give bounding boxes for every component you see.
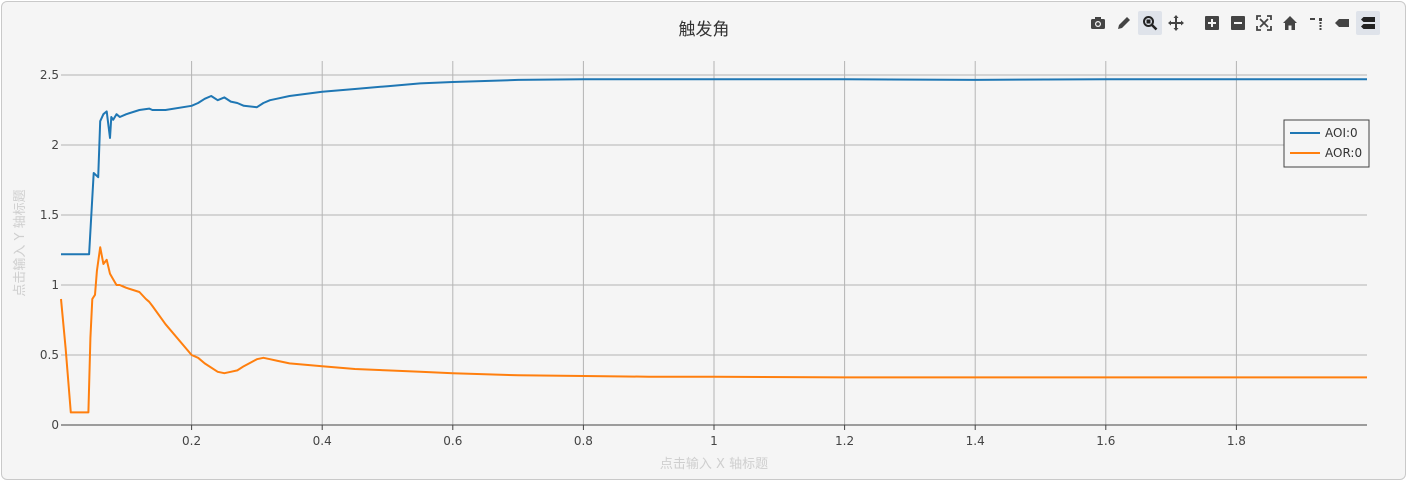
y-tick-label: 1.5 (40, 208, 59, 222)
zoom-in-button[interactable] (1200, 11, 1224, 35)
x-axis-ticks: 0.2 0.4 0.6 0.8 1 1.2 1.4 1.6 1.8 (182, 425, 1246, 448)
hover-closest-button[interactable] (1330, 11, 1354, 35)
y-tick-label: 2.5 (40, 68, 59, 82)
pan-icon (1168, 15, 1184, 31)
draw-button[interactable] (1112, 11, 1136, 35)
autoscale-button[interactable] (1252, 11, 1276, 35)
series-lines (60, 78, 1367, 414)
x-tick-label: 0.4 (313, 434, 332, 448)
zoom-out-button[interactable] (1226, 11, 1250, 35)
spike-lines-icon (1310, 18, 1322, 30)
y-axis-title[interactable]: 点击输入 Y 轴标题 (12, 189, 28, 296)
hover-closest-icon (1335, 19, 1349, 27)
x-tick-label: 1 (710, 434, 718, 448)
legend-label-aoi: AOI:0 (1325, 126, 1358, 140)
camera-button[interactable] (1086, 11, 1110, 35)
zoom-icon (1143, 16, 1158, 31)
legend-item-aoi[interactable]: AOI:0 (1290, 126, 1358, 140)
y-axis-ticks: 0 0.5 1 1.5 2 2.5 (40, 68, 59, 432)
series-line-aor-0[interactable] (60, 246, 1367, 414)
legend: AOI:0 AOR:0 (1283, 119, 1370, 168)
pencil-icon (1118, 17, 1130, 29)
x-tick-label: 1.2 (835, 434, 854, 448)
legend-item-aor[interactable]: AOR:0 (1290, 146, 1362, 160)
y-tick-label: 0.5 (40, 348, 59, 362)
zoom-out-icon (1231, 16, 1245, 30)
x-tick-label: 0.8 (574, 434, 593, 448)
hover-compare-icon (1361, 17, 1375, 29)
grid (61, 61, 1367, 425)
zoom-button[interactable] (1138, 11, 1162, 35)
camera-icon (1091, 17, 1105, 29)
x-tick-label: 1.4 (966, 434, 985, 448)
x-tick-label: 0.6 (443, 434, 462, 448)
reset-axes-button[interactable] (1278, 11, 1302, 35)
x-axis-title[interactable]: 点击输入 X 轴标题 (660, 456, 768, 472)
spike-lines-button[interactable] (1304, 11, 1328, 35)
autoscale-icon (1256, 15, 1272, 31)
x-tick-label: 1.8 (1227, 434, 1246, 448)
zoom-in-icon (1205, 16, 1219, 30)
home-icon (1283, 16, 1297, 30)
legend-box (1283, 119, 1370, 168)
hover-compare-button[interactable] (1356, 11, 1380, 35)
y-tick-label: 1 (51, 278, 59, 292)
x-tick-label: 1.6 (1096, 434, 1115, 448)
series-line-aoi-0[interactable] (61, 78, 1367, 256)
y-tick-label: 2 (51, 138, 59, 152)
y-tick-label: 0 (51, 418, 59, 432)
modebar (1086, 11, 1380, 35)
x-tick-label: 0.2 (182, 434, 201, 448)
chart-title[interactable]: 触发角 (679, 20, 730, 40)
pan-button[interactable] (1164, 11, 1188, 35)
legend-label-aor: AOR:0 (1325, 146, 1362, 160)
